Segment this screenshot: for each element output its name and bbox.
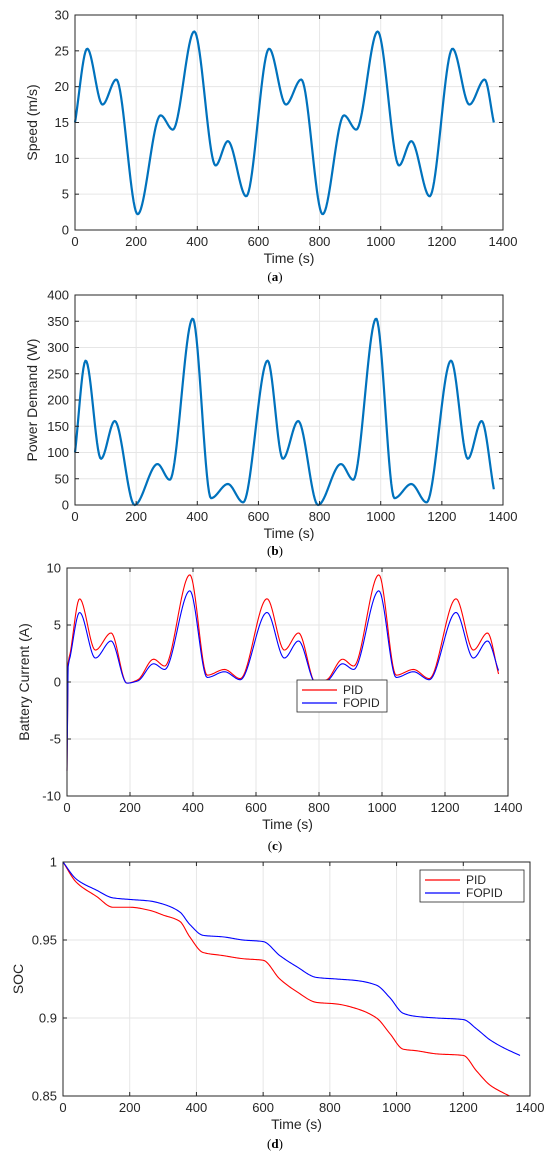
x-axis-label: Time (s) <box>262 816 313 832</box>
y-tick-label: 50 <box>55 471 69 486</box>
legend-label-pid: PID <box>343 683 363 697</box>
x-tick-label: 200 <box>119 1100 141 1115</box>
panel-b-power-demand: 0 200 400 600 800 1000 1200 1400 0 50 100 150 200 250… <box>24 288 517 559</box>
y-tick-label: 0.95 <box>32 933 57 948</box>
x-axis-label: Time (s) <box>264 250 315 266</box>
x-tick-label: 1200 <box>431 800 460 815</box>
legend-label-fopid: FOPID <box>343 696 380 710</box>
y-tick-label: 0 <box>62 498 69 513</box>
y-tick-label: 5 <box>54 618 61 633</box>
y-tick-label: 20 <box>55 79 69 94</box>
y-tick-label: 5 <box>62 187 69 202</box>
panel-c-battery-current: 0 200 400 600 800 1000 1200 1400 -10 -5 0 5 10 Time (… <box>16 561 522 854</box>
y-tick-label: 0.85 <box>32 1089 57 1104</box>
x-tick-label: 0 <box>71 509 78 524</box>
series-line-pid <box>62 861 520 1097</box>
x-tick-label: 800 <box>308 800 330 815</box>
y-axis-label: Speed (m/s) <box>24 84 40 160</box>
series-line-fopid <box>62 861 521 1056</box>
x-tick-label: 600 <box>245 800 267 815</box>
y-tick-label: 25 <box>55 43 69 58</box>
x-tick-label: 1400 <box>494 800 523 815</box>
y-tick-label: 100 <box>47 445 69 460</box>
legend-label-fopid: FOPID <box>466 886 503 900</box>
panel-caption: (c) <box>268 838 282 853</box>
x-tick-label: 400 <box>182 800 204 815</box>
y-tick-label: -5 <box>49 732 61 747</box>
x-tick-label: 200 <box>125 509 147 524</box>
legend-box <box>296 679 388 713</box>
y-axis-label: SOC <box>10 964 26 994</box>
x-tick-label: 1200 <box>449 1100 478 1115</box>
x-tick-label: 1000 <box>382 1100 411 1115</box>
y-tick-label: 400 <box>47 288 69 303</box>
x-axis-label: Time (s) <box>264 525 315 541</box>
x-tick-label: 1000 <box>368 800 397 815</box>
y-tick-label: 0 <box>62 223 69 238</box>
x-tick-label: 800 <box>309 234 331 249</box>
x-tick-label: 600 <box>248 509 270 524</box>
x-tick-label: 0 <box>71 234 78 249</box>
y-axis-label: Battery Current (A) <box>16 623 32 740</box>
x-tick-label: 1400 <box>489 234 518 249</box>
y-tick-label: 350 <box>47 314 69 329</box>
x-tick-label: 800 <box>319 1100 341 1115</box>
x-tick-label: 600 <box>248 234 270 249</box>
x-tick-label: 1400 <box>516 1100 545 1115</box>
x-axis-label: Time (s) <box>271 1116 322 1132</box>
x-tick-label: 200 <box>119 800 141 815</box>
plot-area-frame <box>62 861 531 1097</box>
x-tick-label: 600 <box>252 1100 274 1115</box>
y-axis-label: Power Demand (W) <box>24 339 40 462</box>
x-tick-label: 1400 <box>489 509 518 524</box>
y-tick-label: 300 <box>47 340 69 355</box>
x-tick-label: 1000 <box>366 509 395 524</box>
x-tick-label: 400 <box>186 1100 208 1115</box>
y-tick-label: -10 <box>42 789 61 804</box>
y-tick-label: 1 <box>50 855 57 870</box>
y-tick-label: 0.9 <box>39 1011 57 1026</box>
y-tick-label: 200 <box>47 393 69 408</box>
x-tick-label: 0 <box>59 1100 66 1115</box>
panel-caption: (b) <box>267 543 283 558</box>
x-tick-label: 800 <box>309 509 331 524</box>
series-line-data <box>73 317 495 507</box>
legend-label-pid: PID <box>466 873 486 887</box>
y-tick-label: 150 <box>47 419 69 434</box>
y-tick-label: 10 <box>47 561 61 576</box>
x-tick-label: 200 <box>125 234 147 249</box>
legend-box <box>419 869 525 903</box>
series-line-data <box>73 30 495 216</box>
x-tick-label: 1200 <box>427 234 456 249</box>
series-line-fopid <box>66 590 500 771</box>
y-tick-label: 250 <box>47 366 69 381</box>
y-tick-label: 0 <box>54 675 61 690</box>
x-tick-label: 1200 <box>427 509 456 524</box>
series-line-pid <box>66 574 500 771</box>
panel-caption: (a) <box>267 269 282 284</box>
y-tick-label: 10 <box>55 151 69 166</box>
x-tick-label: 1000 <box>366 234 395 249</box>
panel-a-speed: 0 200 400 600 800 1000 1200 1400 0 5 10 15 20 25 30 Tim… <box>24 8 517 285</box>
panel-caption: (d) <box>267 1136 283 1151</box>
y-tick-label: 30 <box>55 8 69 23</box>
x-tick-label: 400 <box>186 234 208 249</box>
x-tick-label: 0 <box>63 800 70 815</box>
y-tick-label: 15 <box>55 115 69 130</box>
panel-d-soc: 0 200 400 600 800 1000 1200 1400 0.85 0.9 0.95 1 Tim… <box>10 855 544 1152</box>
x-tick-label: 400 <box>186 509 208 524</box>
